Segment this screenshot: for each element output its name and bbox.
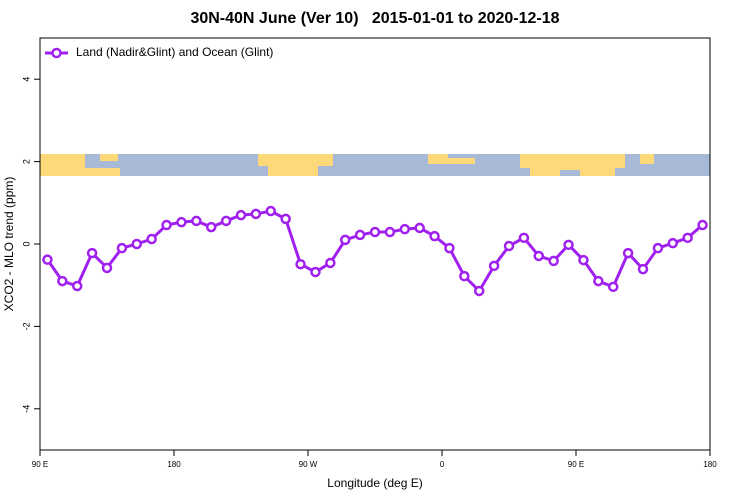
point — [310, 266, 321, 278]
map-strip — [40, 154, 710, 176]
point — [637, 263, 649, 275]
point — [101, 262, 113, 274]
point — [503, 240, 515, 252]
y-tick-label: -4 — [21, 405, 31, 413]
point — [220, 215, 232, 227]
point — [280, 213, 291, 225]
point — [414, 222, 425, 234]
x-tick-label: 180 — [703, 460, 717, 469]
point — [682, 232, 693, 244]
point — [518, 232, 530, 244]
point — [205, 221, 217, 233]
point — [57, 275, 68, 287]
point — [548, 255, 559, 267]
point — [652, 242, 664, 254]
point — [176, 216, 187, 228]
legend-label: Land (Nadir&Glint) and Ocean (Glint) — [76, 45, 273, 59]
point — [488, 260, 500, 272]
point — [444, 242, 455, 254]
point — [325, 257, 336, 269]
point — [697, 219, 708, 231]
point — [473, 285, 485, 297]
point — [607, 281, 619, 293]
point — [339, 234, 351, 246]
y-tick-label: -2 — [21, 322, 31, 330]
x-tick-label: 0 — [440, 460, 445, 469]
y-tick-label: 4 — [21, 77, 31, 82]
point — [354, 229, 366, 241]
point — [131, 238, 143, 250]
y-axis-label: XCO2 - MLO trend (ppm) — [2, 177, 16, 312]
point — [250, 208, 262, 220]
point — [235, 209, 247, 221]
point — [86, 247, 98, 259]
point — [384, 226, 396, 238]
x-tick-label: 90 E — [32, 460, 48, 469]
point — [369, 226, 381, 238]
point — [116, 242, 128, 254]
point — [533, 250, 545, 262]
point — [295, 258, 306, 270]
x-tick-label: 90 E — [568, 460, 584, 469]
point — [622, 247, 634, 259]
point — [265, 205, 277, 217]
point — [563, 239, 574, 251]
y-tick-label: 0 — [21, 241, 31, 246]
point — [71, 280, 83, 292]
point — [42, 254, 53, 265]
x-tick-label: 180 — [167, 460, 181, 469]
point — [459, 270, 470, 282]
point — [399, 223, 411, 235]
legend-marker — [51, 47, 62, 59]
series-line — [46, 209, 704, 294]
point — [191, 215, 202, 227]
point — [161, 219, 172, 231]
chart-title: 30N-40N June (Ver 10) 2015-01-01 to 2020… — [190, 10, 559, 27]
point — [146, 233, 157, 245]
x-axis-label: Longitude (deg E) — [327, 476, 422, 490]
point — [593, 275, 604, 287]
point — [429, 230, 440, 242]
x-tick-label: 90 W — [299, 460, 318, 469]
point — [578, 254, 589, 266]
y-tick-label: 2 — [21, 159, 31, 164]
point — [667, 237, 679, 249]
